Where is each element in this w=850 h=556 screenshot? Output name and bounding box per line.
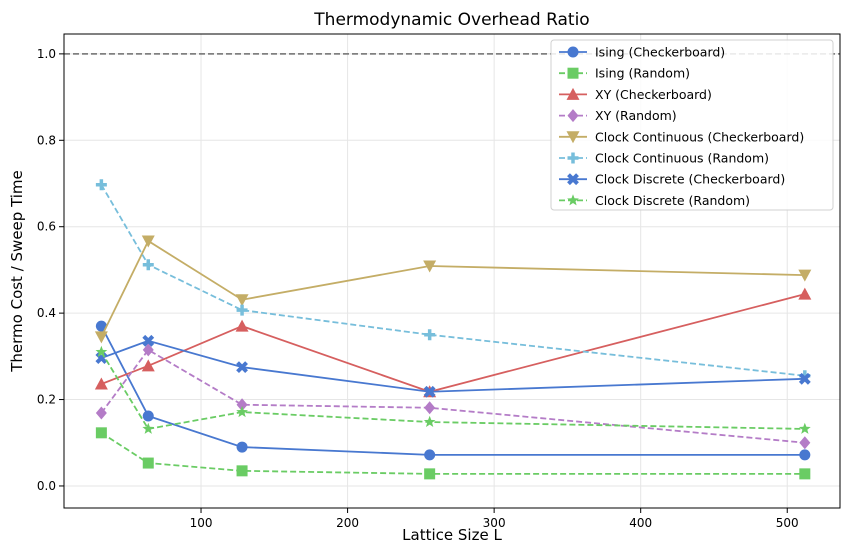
- x-tick-label: 200: [336, 516, 359, 530]
- y-tick-label: 1.0: [37, 47, 56, 61]
- legend-label: Clock Continuous (Checkerboard): [595, 129, 804, 144]
- marker-triangle-down: [423, 260, 437, 273]
- marker-plus: [142, 259, 154, 271]
- plot-frame: [63, 33, 841, 509]
- marker-triangle-down: [94, 331, 108, 344]
- marker-plus: [236, 304, 248, 316]
- marker-diamond: [95, 406, 107, 420]
- marker-star: [142, 422, 155, 434]
- chart-title: Thermodynamic Overhead Ratio: [313, 10, 589, 30]
- y-tick-label: 0.6: [37, 220, 56, 234]
- series-4: [94, 235, 812, 344]
- marker-star: [95, 345, 108, 357]
- legend-label: Clock Continuous (Random): [595, 151, 769, 166]
- marker-triangle-down: [141, 235, 155, 248]
- legend-entry: Clock Discrete (Checkerboard): [559, 172, 785, 187]
- series-line: [101, 293, 806, 393]
- legend-entry: XY (Checkerboard): [559, 87, 712, 102]
- marker-x: [142, 334, 155, 347]
- marker-x: [798, 372, 811, 385]
- marker-plus: [567, 152, 579, 164]
- marker-plus: [95, 179, 107, 191]
- y-tick-label: 0.0: [37, 479, 56, 493]
- marker-circle: [142, 410, 154, 422]
- marker-diamond: [567, 109, 579, 123]
- marker-plus: [424, 329, 436, 341]
- x-tick-label: 300: [483, 516, 506, 530]
- series-line: [100, 348, 805, 444]
- marker-x: [95, 352, 108, 364]
- marker-circle: [567, 46, 579, 58]
- marker-x: [567, 173, 579, 186]
- series-6: [95, 334, 811, 398]
- legend-entry: Clock Continuous (Random): [559, 151, 769, 166]
- legend-label: Clock Discrete (Checkerboard): [595, 172, 785, 187]
- series-line: [100, 184, 805, 377]
- legend-label: Ising (Checkerboard): [595, 45, 725, 60]
- marker-square: [236, 465, 248, 477]
- marker-circle: [424, 449, 436, 461]
- marker-circle: [236, 441, 248, 453]
- legend-label: Ising (Random): [595, 66, 690, 81]
- marker-triangle-up: [566, 87, 580, 100]
- y-axis-label: Thermo Cost / Sweep Time: [8, 170, 26, 373]
- x-tick-label: 100: [190, 516, 213, 530]
- marker-square: [95, 427, 107, 439]
- marker-square: [424, 468, 436, 480]
- y-tick-label: 0.8: [37, 133, 56, 147]
- marker-x: [236, 361, 248, 374]
- marker-circle: [95, 320, 107, 332]
- y-tick-label: 0.2: [37, 393, 56, 407]
- series-7: [95, 345, 811, 434]
- marker-square: [567, 67, 579, 79]
- legend-box: [550, 39, 834, 211]
- legend-entry: Clock Continuous (Checkerboard): [559, 129, 804, 144]
- series-3: [95, 343, 811, 450]
- series-line: [100, 432, 805, 475]
- marker-x: [423, 385, 436, 398]
- marker-square: [142, 457, 154, 469]
- x-tick-label: 400: [629, 516, 652, 530]
- y-tick-label: 0.4: [37, 306, 56, 320]
- series-5: [95, 179, 811, 382]
- x-tick-label: 500: [776, 516, 799, 530]
- legend-entry: Clock Discrete (Random): [559, 193, 750, 208]
- series-1: [95, 427, 811, 480]
- legend-entry: Ising (Checkerboard): [559, 45, 725, 60]
- marker-triangle-up: [94, 377, 108, 390]
- marker-star: [423, 415, 436, 427]
- marker-triangle-down: [235, 294, 249, 307]
- legend-entry: XY (Random): [559, 108, 677, 123]
- marker-star: [236, 405, 248, 418]
- marker-triangle-down: [798, 269, 812, 282]
- marker-triangle-up: [798, 287, 812, 300]
- marker-diamond: [799, 436, 811, 450]
- x-axis-label: Lattice Size L: [402, 526, 502, 544]
- marker-diamond: [236, 398, 248, 412]
- marker-star: [567, 194, 579, 206]
- marker-diamond: [142, 343, 154, 357]
- marker-triangle-up: [141, 359, 155, 372]
- marker-diamond: [424, 401, 436, 415]
- marker-triangle-up: [235, 319, 249, 332]
- marker-square: [799, 468, 811, 480]
- legend-label: XY (Random): [595, 108, 677, 123]
- series-0: [95, 320, 811, 461]
- marker-triangle-down: [566, 131, 580, 144]
- marker-star: [798, 422, 811, 434]
- marker-circle: [799, 449, 811, 461]
- legend-label: Clock Discrete (Random): [595, 193, 750, 208]
- legend-entry: Ising (Random): [559, 66, 690, 81]
- legend-label: XY (Checkerboard): [595, 87, 712, 102]
